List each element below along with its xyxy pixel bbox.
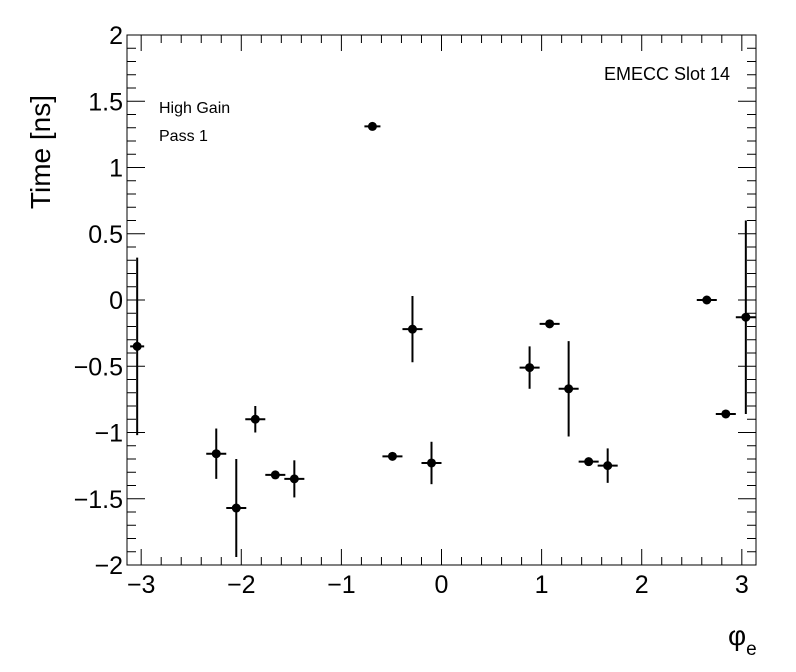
x-tick-label: 0 <box>435 571 449 599</box>
marker <box>211 449 221 459</box>
y-tick-label: −2 <box>94 552 123 580</box>
data-point <box>284 460 305 498</box>
marker <box>387 451 397 461</box>
marker <box>603 461 613 471</box>
x-axis-title-subscript: e <box>746 639 757 660</box>
y-tick-label: −1 <box>94 420 123 448</box>
data-point <box>364 121 381 131</box>
marker <box>525 363 535 373</box>
marker <box>250 414 260 424</box>
data-point <box>519 346 540 389</box>
y-tick-labels: −2 −1.5 −1 −0.5 0 0.5 1 1.5 2 <box>74 22 123 580</box>
data-point <box>402 296 423 363</box>
y-tick-label: 0.5 <box>88 221 123 249</box>
data-point <box>578 457 599 467</box>
data-point <box>130 257 145 436</box>
x-tick-label: 2 <box>635 571 649 599</box>
marker <box>426 458 436 468</box>
marker <box>270 470 280 480</box>
x-axis-title: φe <box>728 620 757 660</box>
x-tick-label: −1 <box>327 571 356 599</box>
x-tick-label: 3 <box>735 571 749 599</box>
marker <box>584 457 594 467</box>
x-tick-labels: −3 −2 −1 0 1 2 3 <box>127 571 749 599</box>
marker <box>407 324 417 334</box>
x-axis-title-main: φ <box>728 620 746 651</box>
marker <box>367 121 377 131</box>
y-tick-label: −1.5 <box>74 486 123 514</box>
marker <box>564 384 574 394</box>
x-tick-label: −2 <box>227 571 256 599</box>
data-point <box>206 428 227 479</box>
annotation-pass: Pass 1 <box>159 128 208 145</box>
y-tick-label: 2 <box>109 22 123 50</box>
data-point <box>421 441 442 485</box>
data-point <box>715 409 736 419</box>
y-tick-label: 0 <box>109 287 123 315</box>
annotation-gain: High Gain <box>159 100 230 117</box>
data-point <box>226 459 247 558</box>
axis-ticks <box>127 34 756 566</box>
annotation-slot: EMECC Slot 14 <box>604 64 730 84</box>
data-point <box>597 448 618 483</box>
y-axis-title: Time [ns] <box>25 95 56 209</box>
marker <box>289 474 299 484</box>
marker <box>702 295 712 305</box>
data-point <box>696 295 717 305</box>
y-tick-label: 1 <box>109 155 123 183</box>
data-points <box>130 121 756 558</box>
marker <box>231 503 241 513</box>
marker <box>132 341 142 351</box>
marker <box>545 319 555 329</box>
data-point <box>265 470 286 480</box>
data-point <box>539 319 560 329</box>
x-tick-label: −3 <box>127 571 156 599</box>
marker <box>741 312 751 322</box>
data-point <box>735 220 756 414</box>
data-point <box>558 341 579 437</box>
x-tick-label: 1 <box>535 571 549 599</box>
data-point <box>245 406 266 433</box>
data-point <box>382 451 403 461</box>
y-tick-label: 1.5 <box>88 88 123 116</box>
marker <box>721 409 731 419</box>
y-tick-label: −0.5 <box>74 353 123 381</box>
